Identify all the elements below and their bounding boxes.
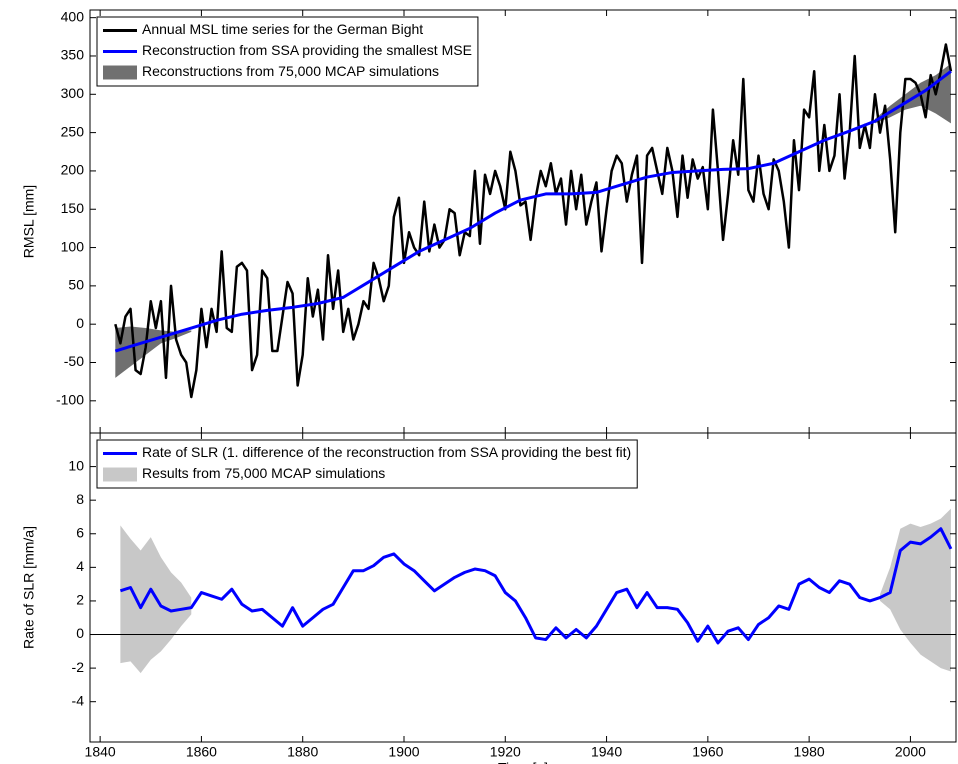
legend-swatch <box>103 65 137 80</box>
plot-area <box>90 508 956 674</box>
legend-label: Annual MSL time series for the German Bi… <box>142 21 423 37</box>
x-tick-label: 1840 <box>85 744 116 760</box>
y-axis-label: RMSL [mm] <box>21 185 37 258</box>
x-tick-label: 2000 <box>895 744 926 760</box>
y-tick-label: 8 <box>76 491 84 507</box>
x-axis-label: Time [a] <box>498 760 548 764</box>
y-tick-label: 250 <box>61 123 85 139</box>
y-tick-label: 6 <box>76 524 84 540</box>
y-tick-label: 300 <box>61 85 85 101</box>
band <box>115 326 192 378</box>
legend-label: Reconstruction from SSA providing the sm… <box>142 42 472 58</box>
y-tick-label: -100 <box>56 392 84 408</box>
plot-area <box>114 43 953 399</box>
x-tick-label: 1860 <box>186 744 217 760</box>
y-tick-label: 200 <box>61 162 85 178</box>
y-tick-label: 0 <box>76 625 84 641</box>
line-series <box>114 43 953 399</box>
y-tick-label: -50 <box>64 353 84 369</box>
legend: Annual MSL time series for the German Bi… <box>96 16 479 87</box>
y-tick-label: 150 <box>61 200 85 216</box>
legend-frame <box>96 439 638 489</box>
y-tick-label: 400 <box>61 8 85 24</box>
x-tick-label: 1880 <box>287 744 318 760</box>
y-tick-label: 10 <box>68 457 84 473</box>
y-axis-label: Rate of SLR [mm/a] <box>21 526 37 649</box>
band <box>880 508 951 672</box>
legend-label: Results from 75,000 MCAP simulations <box>142 465 385 481</box>
x-tick-label: 1940 <box>591 744 622 760</box>
x-tick-label: 1900 <box>388 744 419 760</box>
x-tick-label: 1920 <box>490 744 521 760</box>
y-tick-label: -4 <box>72 692 85 708</box>
line-series <box>119 527 953 645</box>
x-tick-label: 1980 <box>794 744 825 760</box>
x-tick-label: 1960 <box>692 744 723 760</box>
y-tick-label: 0 <box>76 315 84 331</box>
y-tick-label: 350 <box>61 47 85 63</box>
legend-swatch <box>103 467 137 482</box>
legend-label: Rate of SLR (1. difference of the recons… <box>142 444 631 460</box>
axes-frame <box>89 432 957 743</box>
y-tick-label: 50 <box>68 277 84 293</box>
y-tick-label: -2 <box>72 659 85 675</box>
legend: Rate of SLR (1. difference of the recons… <box>96 439 638 489</box>
line-series <box>114 70 952 353</box>
y-tick-label: 100 <box>61 238 85 254</box>
y-tick-label: 4 <box>76 558 84 574</box>
legend-label: Reconstructions from 75,000 MCAP simulat… <box>142 63 439 79</box>
y-tick-label: 2 <box>76 592 84 608</box>
legend-frame <box>96 16 479 87</box>
